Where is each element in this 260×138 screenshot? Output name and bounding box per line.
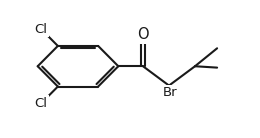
Text: Br: Br xyxy=(163,86,178,99)
Text: Cl: Cl xyxy=(35,23,48,36)
Text: Cl: Cl xyxy=(35,97,48,110)
Text: O: O xyxy=(137,27,149,42)
